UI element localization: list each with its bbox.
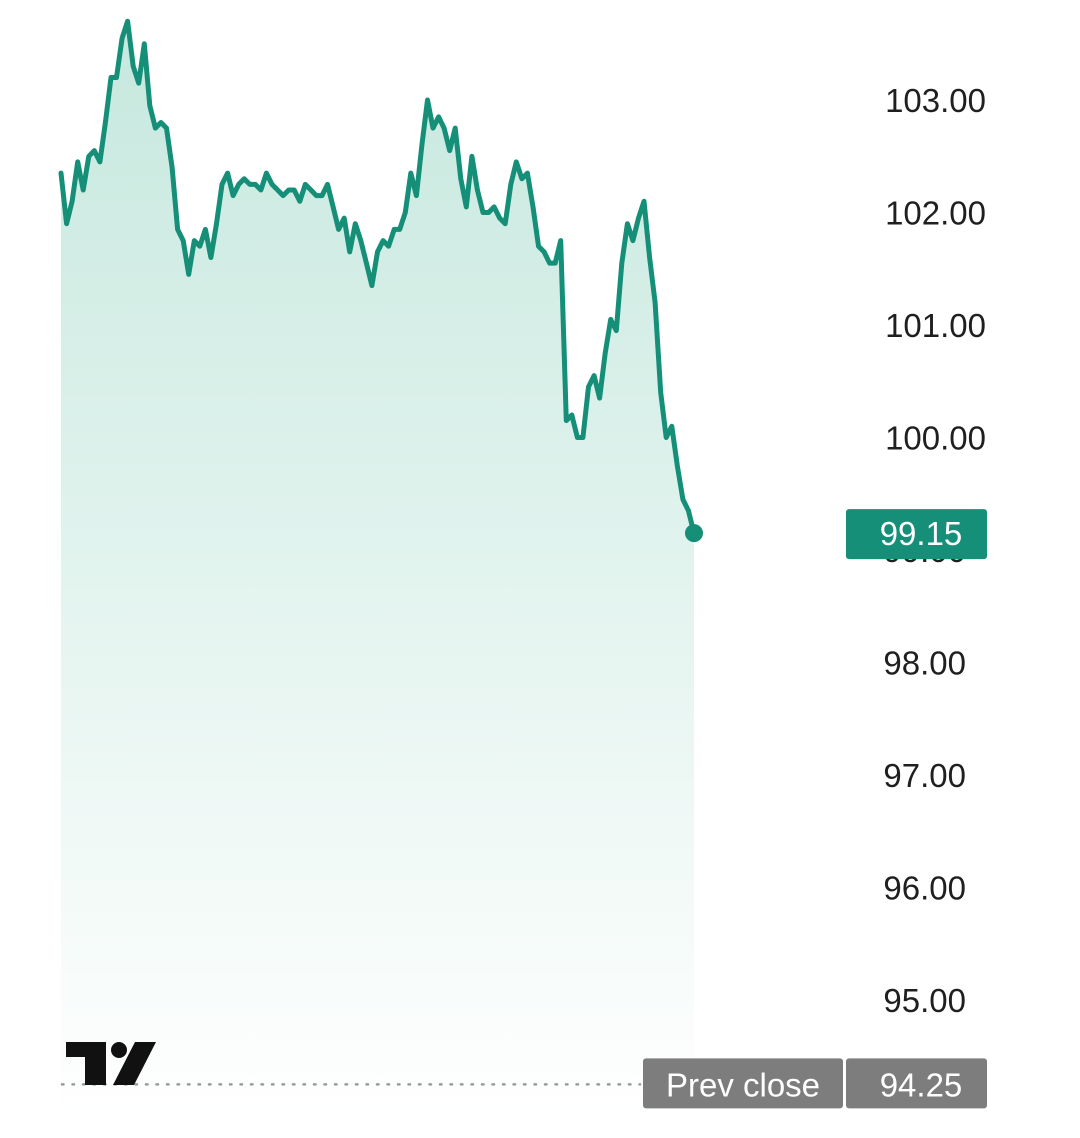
y-tick-label: 98.00 (883, 645, 966, 682)
price-line (58, 18, 697, 536)
tradingview-logo-icon (66, 1042, 156, 1085)
y-tick-label: 102.00 (885, 195, 986, 232)
y-tick-label: 96.00 (883, 870, 966, 907)
y-tick-label: 95.00 (883, 982, 966, 1019)
y-tick-label: 101.00 (885, 307, 986, 344)
y-tick-label: 97.00 (883, 757, 966, 794)
y-tick-label: 103.00 (885, 82, 986, 119)
prev-close-badge: Prev close 94.25 (643, 1058, 987, 1109)
last-price-badge-bg (846, 509, 987, 560)
prev-close-label-bg (643, 1058, 843, 1109)
prev-close-value: 94.25 (880, 1066, 963, 1103)
price-area-fill (61, 21, 694, 1121)
y-tick-label: 100.00 (885, 420, 986, 457)
prev-close-label: Prev close (666, 1066, 820, 1103)
prev-close-value-bg (846, 1058, 987, 1109)
last-price-value: 99.15 (880, 515, 963, 552)
last-price-badge: 99.15 (846, 509, 987, 560)
last-price-dot (685, 524, 703, 543)
